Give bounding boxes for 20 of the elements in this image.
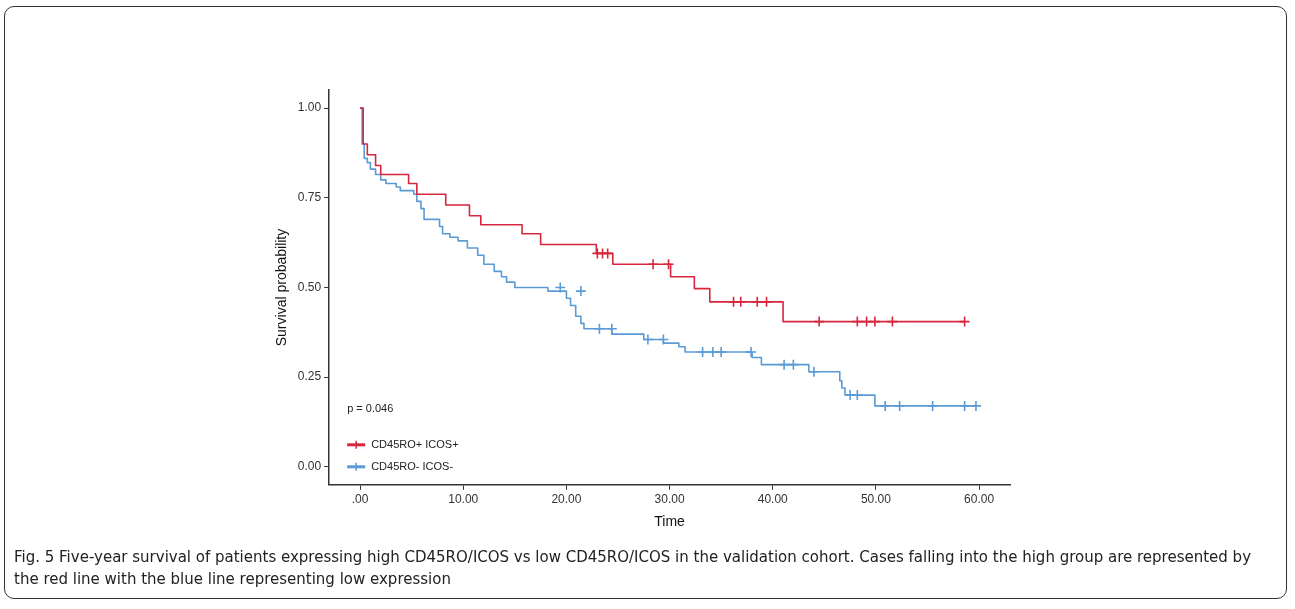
y-axis-title: Survival probability (273, 228, 290, 347)
x-tick-label: .00 (351, 492, 369, 507)
point (554, 281, 567, 294)
y-tick-label: 0.25 (297, 369, 322, 384)
legend-label: CD45RO- ICOS- (371, 459, 454, 472)
y-tick-label: 0.75 (297, 190, 322, 205)
x-tick-label: 60.00 (964, 492, 995, 507)
x-tick-label: 40.00 (757, 492, 789, 507)
y-tick-label: 0.50 (297, 279, 322, 294)
x-tick-label: 20.00 (551, 492, 582, 507)
x-tick-label: 30.00 (654, 492, 685, 507)
y-tick-label: 0.00 (297, 459, 322, 474)
caption: Fig. 5 Five-year survival of patients expressing high CD45RO/ICOS vs low CD45RO/ICOS in the validation cohort. Cases falling into the high group are represented by the red line with the blue line representing low expression (14, 547, 1253, 590)
x-tick-label: 10.00 (448, 492, 479, 507)
legend-label: CD45RO+ ICOS+ (371, 437, 459, 450)
y-tick-label: 1.00 (297, 100, 322, 115)
x-tick-label: 50.00 (860, 492, 892, 507)
point (575, 285, 587, 297)
x-axis-title: Time (654, 513, 686, 530)
annotation: p = 0.046 (347, 401, 394, 414)
